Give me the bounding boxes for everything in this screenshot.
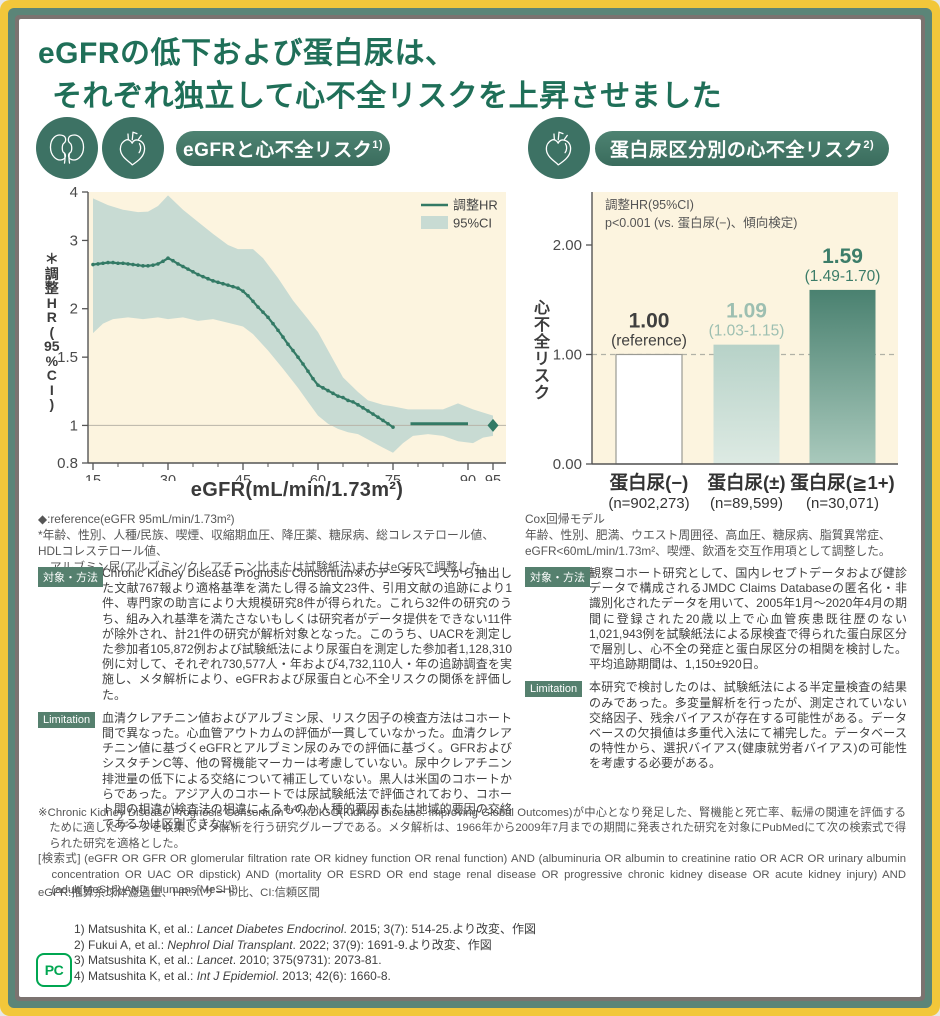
right-method-column: 対象・方法 観察コホート研究として、国内レセプトデータおよび健診データで構成され… [525,566,907,780]
svg-text:0.8: 0.8 [57,455,78,472]
left-chart-footnote: ◆:reference(eGFR 95mL/min/1.73m²) *年齢、性別… [38,511,516,575]
right-limitation-block: Limitation 本研究で検討したのは、試験紙法による半定量検査の結果のみで… [525,680,907,771]
ref-journal: Int J Epidemiol [196,968,276,983]
svg-text:1.59: 1.59 [822,245,863,268]
svg-text:1.00: 1.00 [629,310,670,333]
left-limitation-block: Limitation 血清クレアチニン値およびアルブミン尿、リスク因子の検査方法… [38,711,512,833]
egfr-line-chart-area: 0.8 1 1.5 2 3 4 15 30 45 60 75 90 95 調整HR 95%CI eGFR(m… [38,184,510,515]
svg-text:蛋白尿(±): 蛋白尿(±) [708,472,786,493]
consortium-note: ※Chronic Kidney Disease Prognosis Consor… [38,801,906,899]
left-method-column: 対象・方法 Chronic Kidney Disease Prognosis C… [38,566,512,840]
svg-text:調整HR(95%CI): 調整HR(95%CI) [605,197,694,212]
bar-chart-y-axis-label: 心不全リスク [534,300,551,402]
left-footnote-line: アルブミン尿(アルブミン/クレアチニン比または試験紙法)またはeGFRで調整した… [38,560,494,574]
svg-text:2.00: 2.00 [553,237,582,254]
right-chart-badge-sup: 2) [863,138,875,151]
svg-text:蛋白尿(−): 蛋白尿(−) [610,472,689,493]
page-title-line1: eGFRの低下および蛋白尿は、 [38,37,456,70]
line-chart-y-axis-label: ＊調整 H R(95% C I) [44,251,60,412]
search-formula-text: [検索式] (eGFR OR GFR OR glomerular filtrat… [38,853,906,897]
ref-post: . 2015; 3(7): 514-25.より改変、作図 [343,922,536,936]
left-chart-badge-label: eGFRと心不全リスク [183,140,373,161]
limitation-tag: Limitation [38,711,96,728]
reference-item: 3) Matsushita K, et al.: Lancet. 2010; 3… [74,953,774,969]
ref-journal: Lancet [196,953,233,967]
abbreviations-note: eGFR:推算糸球体濾過量、HR:ハザード比、CI:信頼区間 [38,887,320,899]
svg-text:1.00: 1.00 [553,347,582,364]
heart-icon-glyph [545,131,572,166]
left-footnote-line: *年齢、性別、人種/民族、喫煙、収縮期血圧、降圧薬、糖尿病、総コレステロール値、… [38,528,495,558]
content-panel [19,19,921,997]
ref-journal: Nephrol Dial Transplant [167,937,293,952]
proteinuria-bar-chart: 1.00(reference)蛋白尿(−)(n=902,273)1.09(1.0… [553,192,898,512]
right-chart-badge-label: 蛋白尿区分別の心不全リスク [609,140,864,161]
consortium-note-sup: 3),4) [283,804,300,813]
ref-journal: Lancet Diabetes Endocrinol [196,922,344,936]
svg-text:1.09: 1.09 [726,300,767,323]
ref-pre: 3) Matsushita K, et al.: [74,953,197,967]
method-tag: 対象・方法 [525,567,590,587]
kidney-icon-glyph [49,134,85,164]
kidney-icon [36,117,98,179]
right-footnote-line: 年齢、性別、肥満、ウエスト周囲径、高血圧、糖尿病、脂質異常症、 [525,528,891,542]
page-title: eGFRの低下および蛋白尿は、 それぞれ独立して心不全リスクを上昇させました [38,32,722,118]
proteinuria-bar-chart-area: 1.00 (reference) 蛋白尿(−) (n=902,273) 1.09 (1.0… [525,185,935,515]
svg-text:1.5: 1.5 [57,349,78,366]
right-footnote-line: Cox回帰モデル [525,512,605,526]
line-chart-x-axis-title: eGFR(mL/min/1.73m²) [190,479,404,501]
heart-icon-left [102,117,164,179]
svg-text:4: 4 [70,185,78,201]
svg-text:蛋白尿(≧1+): 蛋白尿(≧1+) [790,472,894,493]
ref-pre: 1) Matsushita K, et al.: [74,922,197,936]
reference-list: 1) Matsushita K, et al.: Lancet Diabetes… [74,922,774,984]
right-method-block: 対象・方法 観察コホート研究として、国内レセプトデータおよび健診データで構成され… [525,566,907,672]
svg-text:(1.03-1.15): (1.03-1.15) [709,323,785,340]
svg-text:p<0.001 (vs. 蛋白尿(−)、傾向検定): p<0.001 (vs. 蛋白尿(−)、傾向検定) [605,215,797,230]
limitation-tag: Limitation [525,681,583,698]
page-title-line2: それぞれ独立して心不全リスクを上昇させました [52,80,723,113]
consortium-note-pre: ※Chronic Kidney Disease Prognosis Consor… [38,806,284,819]
consortium-note-post: :KDIGO(Kidney Disease: Improving Global … [49,806,906,850]
ref-post: . 2010; 375(9731): 2073-81. [232,953,382,967]
left-limitation-text: 血清クレアチニン値およびアルブミン尿、リスク因子の検査方法はコホート間で異なった… [102,710,512,832]
heart-icon-right [528,117,590,179]
right-method-text: 観察コホート研究として、国内レセプトデータおよび健診データで構成されるJMDC … [589,566,907,672]
left-chart-badge: eGFRと心不全リスク 1) [176,131,390,166]
svg-text:1: 1 [70,417,78,434]
ref-post: . 2022; 37(9): 1691-9.より改変、作図 [292,937,492,952]
method-tag: 対象・方法 [38,567,103,587]
svg-text:2: 2 [70,301,78,318]
svg-text:調整HR: 調整HR [453,198,498,213]
svg-text:0.00: 0.00 [553,456,582,473]
left-method-text: Chronic Kidney Disease Prognosis Consort… [102,566,512,702]
reference-item: 4) Matsushita K, et al.: Int J Epidemiol… [74,969,774,985]
heart-icon-glyph [119,131,146,166]
consortium-note-text: ※Chronic Kidney Disease Prognosis Consor… [38,801,906,852]
right-chart-footnote: Cox回帰モデル 年齢、性別、肥満、ウエスト周囲径、高血圧、糖尿病、脂質異常症、… [525,511,915,559]
svg-text:(n=902,273): (n=902,273) [608,495,689,512]
svg-text:(n=30,071): (n=30,071) [806,495,879,512]
right-limitation-text: 本研究で検討したのは、試験紙法による半定量検査の結果のみであった。多変量解析を行… [589,680,907,771]
ref-post: . 2013; 42(6): 1660-8. [275,968,391,983]
svg-text:(n=89,599): (n=89,599) [710,495,783,512]
right-footnote-line: eGFR<60mL/min/1.73m²、喫煙、飲酒を交互作用項として調整した。 [525,544,891,558]
svg-text:3: 3 [70,232,78,249]
svg-text:(1.49-1.70): (1.49-1.70) [805,268,881,285]
pc-logo: PC [36,953,72,987]
reference-item: 1) Matsushita K, et al.: Lancet Diabetes… [74,922,774,938]
ref-pre: 2) Fukui A, et al.: [74,937,168,952]
ref-pre: 4) Matsushita K, et al.: [74,968,197,983]
svg-text:95%CI: 95%CI [453,216,492,231]
left-method-block: 対象・方法 Chronic Kidney Disease Prognosis C… [38,566,512,703]
reference-item: 2) Fukui A, et al.: Nephrol Dial Transpl… [74,938,774,954]
left-chart-badge-sup: 1) [372,138,383,151]
right-chart-badge: 蛋白尿区分別の心不全リスク 2) [595,131,889,166]
left-footnote-line: ◆:reference(eGFR 95mL/min/1.73m²) [38,512,235,526]
svg-text:(reference): (reference) [611,333,687,350]
